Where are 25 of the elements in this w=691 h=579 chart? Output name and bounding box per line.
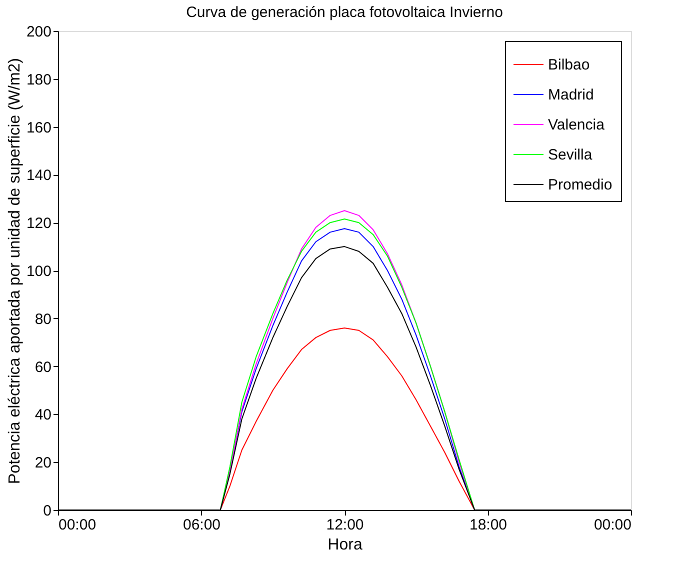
y-tick-label: 160 [26,119,52,136]
legend-label: Valencia [548,116,606,134]
y-tick-label: 0 [43,502,52,520]
x-axis-title: Hora [328,536,362,554]
y-tick-label: 80 [34,310,52,328]
y-tick-label: 180 [26,71,52,88]
y-tick-label: 200 [26,24,52,40]
y-tick-label: 140 [26,167,52,184]
legend-label: Madrid [548,86,594,104]
x-tick-label: 18:00 [469,516,508,534]
x-tick-label: 00:00 [58,516,96,534]
x-tick-label: 12:00 [326,516,364,534]
y-tick-label: 100 [26,263,52,280]
line-series [220,327,476,510]
legend-label: Sevilla [548,146,593,164]
y-tick-label: 20 [34,454,52,472]
y-axis-title: Potencia eléctrica aportada por unidad de superficie (W/m2) [6,58,24,484]
legend-label: Promedio [548,176,612,194]
legend-label: Bilbao [548,56,590,74]
chart-title: Curva de generación placa fotovoltaica Invierno [186,4,503,21]
x-tick-label: 06:00 [182,516,221,534]
y-tick-label: 40 [34,406,52,424]
y-tick-label: 60 [34,358,52,376]
x-tick-label: 00:00 [594,516,632,534]
y-tick-label: 120 [26,215,52,232]
